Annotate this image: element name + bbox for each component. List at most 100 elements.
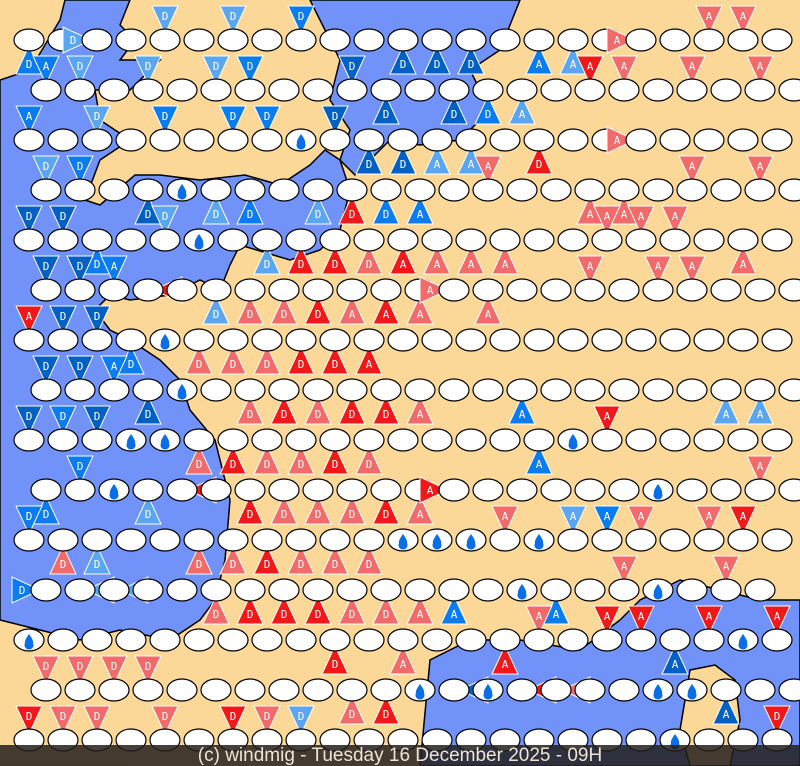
weather-station — [761, 128, 793, 152]
wind-letter: D — [230, 110, 237, 123]
station-ellipse — [234, 278, 266, 302]
weather-station: A — [419, 276, 470, 304]
wind-letter: A — [757, 60, 764, 73]
wind-arrow-icon — [270, 594, 298, 625]
wind-letter: A — [417, 208, 424, 221]
weather-station: D — [132, 378, 164, 425]
station-ellipse — [217, 128, 249, 152]
station-ellipse — [727, 28, 759, 52]
wind-arrow-icon — [83, 544, 111, 575]
wind-arrow-icon — [49, 544, 77, 575]
station-ellipse — [778, 278, 800, 302]
wind-letter: D — [77, 360, 84, 373]
wind-arrow-icon — [49, 705, 77, 736]
wind-letter: A — [553, 608, 560, 621]
station-ellipse — [200, 378, 232, 402]
weather-station — [421, 628, 453, 652]
wind-letter: D — [94, 110, 101, 123]
weather-station — [744, 578, 776, 602]
wind-arrow-icon — [151, 105, 179, 136]
wind-arrow-icon — [610, 555, 638, 586]
station-ellipse — [285, 428, 317, 452]
weather-station: D — [251, 105, 283, 152]
weather-station: A — [574, 255, 606, 302]
wind-letter: D — [60, 558, 67, 571]
station-ellipse — [642, 278, 674, 302]
weather-station — [115, 628, 147, 652]
weather-station — [557, 628, 589, 652]
wind-letter: A — [706, 10, 713, 23]
station-ellipse — [132, 578, 164, 602]
wind-letter: D — [298, 458, 305, 471]
weather-station: A — [591, 605, 623, 652]
weather-station: A — [574, 178, 606, 225]
weather-station — [472, 678, 504, 702]
wind-letter: D — [94, 410, 101, 423]
wind-arrow-icon — [66, 255, 94, 286]
wind-letter: D — [247, 508, 254, 521]
station-ellipse — [166, 478, 198, 502]
wind-letter: D — [315, 608, 322, 621]
wind-arrow-icon — [491, 244, 519, 275]
wind-letter: A — [723, 560, 730, 573]
weather-station — [200, 678, 232, 702]
wind-letter: D — [298, 258, 305, 271]
wind-arrow-icon — [355, 544, 383, 575]
wind-letter: A — [400, 258, 407, 271]
station-ellipse — [421, 128, 453, 152]
wind-letter: D — [332, 458, 339, 471]
rain-drop-icon — [177, 384, 187, 400]
weather-station — [659, 328, 691, 352]
station-ellipse — [608, 78, 640, 102]
weather-station — [761, 428, 793, 452]
station-ellipse — [285, 228, 317, 252]
rain-drop-icon — [398, 534, 408, 550]
weather-station: D — [302, 378, 334, 425]
weather-station — [115, 428, 147, 452]
station-ellipse — [268, 278, 300, 302]
station-ellipse — [472, 578, 504, 602]
station-ellipse — [761, 628, 793, 652]
weather-station: D — [98, 655, 130, 702]
wind-arrow-icon — [576, 255, 604, 286]
wind-letter: D — [349, 208, 356, 221]
wind-arrow-icon — [729, 244, 757, 275]
weather-station — [183, 228, 215, 252]
station-ellipse — [183, 328, 215, 352]
wind-arrow-icon — [236, 594, 264, 625]
wind-arrow-icon — [100, 355, 128, 386]
wind-letter: D — [332, 658, 339, 671]
station-ellipse — [523, 228, 555, 252]
station-ellipse — [370, 478, 402, 502]
wind-arrow-icon — [457, 244, 485, 275]
weather-station: D — [302, 178, 334, 225]
wind-letter: D — [366, 158, 373, 171]
wind-arrow-icon — [15, 405, 43, 436]
wind-letter: D — [247, 208, 254, 221]
weather-station: A — [98, 255, 130, 302]
weather-station — [642, 378, 674, 402]
wind-letter: D — [60, 310, 67, 323]
station-ellipse — [761, 128, 793, 152]
wind-arrow-icon — [219, 705, 247, 736]
wind-arrow-icon — [219, 105, 247, 136]
station-ellipse — [132, 278, 164, 302]
station-ellipse — [710, 278, 742, 302]
wind-arrow-icon — [746, 394, 774, 425]
wind-arrow-icon — [525, 605, 553, 636]
wind-letter: A — [468, 258, 475, 271]
wind-letter: D — [43, 160, 50, 173]
weather-station: D — [319, 105, 351, 152]
station-ellipse — [421, 628, 453, 652]
station-ellipse — [30, 578, 62, 602]
station-ellipse — [234, 578, 266, 602]
wind-letter: D — [332, 358, 339, 371]
wind-arrow-icon — [389, 244, 417, 275]
station-ellipse — [472, 478, 504, 502]
wind-arrow-icon — [49, 405, 77, 436]
rain-drop-icon — [109, 484, 119, 500]
rain-drop-icon — [483, 684, 493, 700]
weather-station: D — [234, 378, 266, 425]
wind-arrow-icon — [372, 594, 400, 625]
wind-letter: A — [485, 160, 492, 173]
